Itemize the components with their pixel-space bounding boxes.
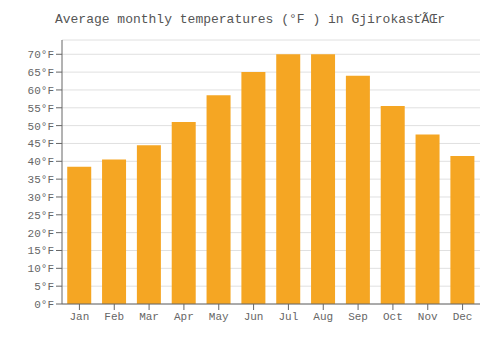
svg-text:40°F: 40°F xyxy=(28,156,54,168)
svg-text:30°F: 30°F xyxy=(28,192,54,204)
svg-text:Aug: Aug xyxy=(313,311,333,323)
svg-text:Oct: Oct xyxy=(383,311,403,323)
svg-text:60°F: 60°F xyxy=(28,85,54,97)
svg-text:10°F: 10°F xyxy=(28,263,54,275)
svg-text:Jan: Jan xyxy=(70,311,90,323)
svg-text:0°F: 0°F xyxy=(34,299,54,311)
svg-text:Sep: Sep xyxy=(348,311,368,323)
svg-text:Apr: Apr xyxy=(174,311,194,323)
svg-text:Dec: Dec xyxy=(453,311,473,323)
svg-text:55°F: 55°F xyxy=(28,103,54,115)
svg-text:70°F: 70°F xyxy=(28,49,54,61)
svg-text:May: May xyxy=(209,311,229,323)
svg-text:50°F: 50°F xyxy=(28,121,54,133)
svg-text:Jun: Jun xyxy=(244,311,264,323)
svg-text:25°F: 25°F xyxy=(28,210,54,222)
svg-text:Jul: Jul xyxy=(279,311,299,323)
svg-text:35°F: 35°F xyxy=(28,174,54,186)
html-text:Average monthly temperatures (: Average monthly temperatures (°F ) in Gj… xyxy=(55,12,445,27)
svg-text:Nov: Nov xyxy=(418,311,438,323)
svg-text:Feb: Feb xyxy=(104,311,124,323)
svg-text:65°F: 65°F xyxy=(28,67,54,79)
svg-text:15°F: 15°F xyxy=(28,245,54,257)
svg-text:20°F: 20°F xyxy=(28,228,54,240)
svg-text:45°F: 45°F xyxy=(28,138,54,150)
svg-text:Mar: Mar xyxy=(139,311,159,323)
svg-text:5°F: 5°F xyxy=(34,281,54,293)
